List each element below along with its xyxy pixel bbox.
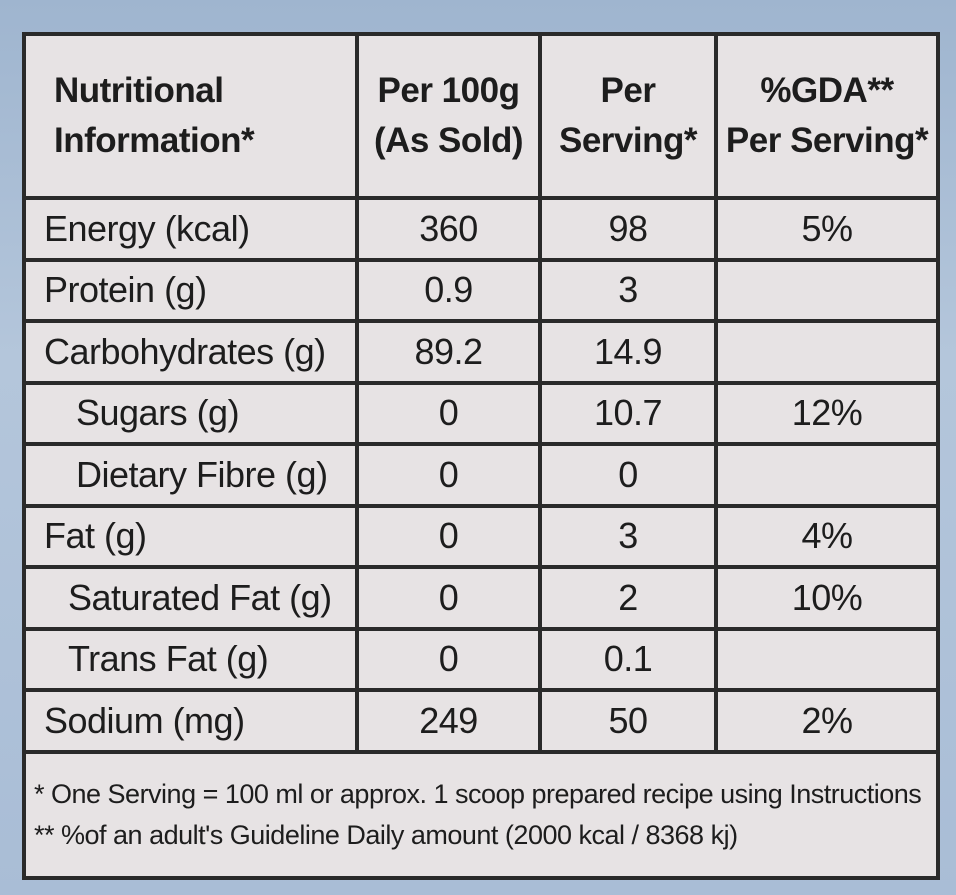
row-label: Sodium (mg) xyxy=(26,688,359,754)
row-label: Sugars (g) xyxy=(26,380,359,446)
row-label: Energy (kcal) xyxy=(26,196,359,262)
header-line: Per xyxy=(600,71,656,110)
per-100g-value: 89.2 xyxy=(355,319,542,385)
row-label: Fat (g) xyxy=(26,503,359,569)
table-header-row: Nutritional Information* Per 100g (As So… xyxy=(26,36,936,200)
header-line: Information* xyxy=(54,121,255,160)
header-line: (As Sold) xyxy=(373,121,524,160)
gda-value xyxy=(714,442,936,508)
per-100g-value: 0 xyxy=(355,565,542,631)
table-row: Energy (kcal) 360 98 5% xyxy=(26,196,936,262)
row-label: Protein (g) xyxy=(26,257,359,323)
per-serving-value: 14.9 xyxy=(538,319,718,385)
table-row: Dietary Fibre (g) 0 0 xyxy=(26,442,936,508)
header-line: Serving* xyxy=(559,121,698,160)
header-gda-per-serving: %GDA** Per Serving* xyxy=(714,36,936,200)
footnotes: * One Serving = 100 ml or approx. 1 scoo… xyxy=(34,774,934,856)
row-label: Dietary Fibre (g) xyxy=(26,442,359,508)
header-line: %GDA** xyxy=(760,71,894,110)
header-per-serving: Per Serving* xyxy=(538,36,718,200)
nutrition-panel: Nutritional Information* Per 100g (As So… xyxy=(22,32,940,880)
gda-value xyxy=(714,319,936,385)
row-label: Saturated Fat (g) xyxy=(26,565,359,631)
per-serving-value: 0.1 xyxy=(538,626,718,692)
gda-value: 5% xyxy=(714,196,936,262)
per-serving-value: 3 xyxy=(538,257,718,323)
table-row: Protein (g) 0.9 3 xyxy=(26,257,936,323)
table-row: Sodium (mg) 249 50 2% xyxy=(26,688,936,754)
footnote-serving: * One Serving = 100 ml or approx. 1 scoo… xyxy=(34,779,922,809)
header-line: Per 100g xyxy=(377,71,520,110)
table-row: Trans Fat (g) 0 0.1 xyxy=(26,626,936,692)
header-nutritional-information: Nutritional Information* xyxy=(26,36,359,200)
footnote-gda: ** %of an adult's Guideline Daily amount… xyxy=(34,820,738,850)
per-serving-value: 2 xyxy=(538,565,718,631)
row-label: Carbohydrates (g) xyxy=(26,319,359,385)
nutrition-table: Nutritional Information* Per 100g (As So… xyxy=(26,36,936,754)
per-100g-value: 0 xyxy=(355,503,542,569)
per-serving-value: 3 xyxy=(538,503,718,569)
gda-value xyxy=(714,257,936,323)
per-100g-value: 360 xyxy=(355,196,542,262)
gda-value: 2% xyxy=(714,688,936,754)
per-100g-value: 0.9 xyxy=(355,257,542,323)
per-serving-value: 0 xyxy=(538,442,718,508)
per-100g-value: 0 xyxy=(355,626,542,692)
per-100g-value: 0 xyxy=(355,380,542,446)
per-100g-value: 0 xyxy=(355,442,542,508)
table-row: Fat (g) 0 3 4% xyxy=(26,503,936,569)
table-row: Sugars (g) 0 10.7 12% xyxy=(26,380,936,446)
table-row: Saturated Fat (g) 0 2 10% xyxy=(26,565,936,631)
header-per-100g: Per 100g (As Sold) xyxy=(355,36,542,200)
per-serving-value: 50 xyxy=(538,688,718,754)
table-row: Carbohydrates (g) 89.2 14.9 xyxy=(26,319,936,385)
gda-value xyxy=(714,626,936,692)
per-serving-value: 10.7 xyxy=(538,380,718,446)
per-serving-value: 98 xyxy=(538,196,718,262)
header-line: Nutritional xyxy=(54,71,224,110)
row-label: Trans Fat (g) xyxy=(26,626,359,692)
gda-value: 12% xyxy=(714,380,936,446)
gda-value: 10% xyxy=(714,565,936,631)
per-100g-value: 249 xyxy=(355,688,542,754)
header-line: Per Serving* xyxy=(725,121,929,160)
gda-value: 4% xyxy=(714,503,936,569)
